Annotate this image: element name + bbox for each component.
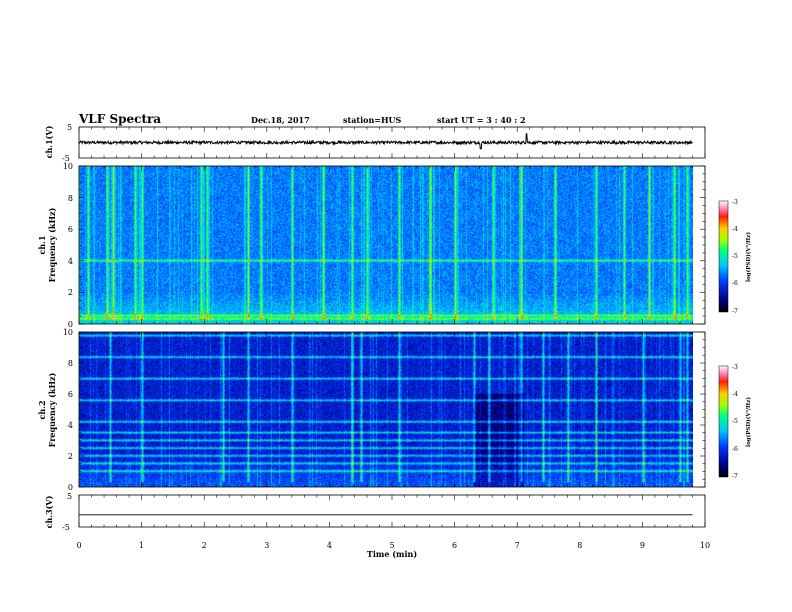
ch1-cbar-tick-m3: -3 — [732, 199, 738, 206]
x-tick-label: 5 — [389, 541, 394, 550]
ch2-spectrogram-ylabel-line1: ch.2 — [37, 400, 47, 419]
x-tick-label: 4 — [327, 541, 332, 550]
ch1-cbar-tick-m5: -5 — [732, 253, 738, 260]
station-label: station=HUS — [343, 115, 402, 125]
ch1-colorbar-ticks: -3 -4 -5 -6 -7 — [732, 199, 738, 315]
ch1-spectrogram-ylabel-line2: Frequency (kHz) — [47, 207, 57, 282]
ch1-colorbar — [718, 200, 729, 313]
ch1-freq-tick-6: 6 — [68, 225, 73, 234]
x-tick-label: 0 — [76, 541, 81, 550]
ch1-spectrogram-image — [79, 166, 693, 324]
ch3-waveform-panel: 5 -5 ch.3(V) — [44, 492, 706, 532]
x-axis-label: Time (min) — [367, 549, 417, 559]
ch2-cbar-tick-m5: -5 — [732, 418, 738, 425]
ch2-cbar-tick-m4: -4 — [732, 391, 738, 398]
x-tick-label: 6 — [452, 541, 457, 550]
ch1-freq-tick-2: 2 — [68, 288, 73, 297]
ch2-spectrogram-panel: 0 2 4 6 8 10 ch.2 Frequency (kHz) -3 -4 … — [37, 328, 752, 492]
x-tick-label: 2 — [202, 541, 207, 550]
ch3-ylabel: ch.3(V) — [44, 495, 54, 528]
ch1-freq-tick-10: 10 — [63, 162, 73, 171]
x-axis-tick-labels: 0 1 2 3 4 5 6 7 8 9 10 — [76, 541, 710, 550]
start-time-label: start UT = 3 : 40 : 2 — [437, 115, 526, 125]
ch2-freq-tick-10: 10 — [63, 328, 73, 337]
ch2-freq-tick-8: 8 — [68, 359, 73, 368]
ch1-spectrogram-yticks: 0 2 4 6 8 10 — [63, 162, 73, 329]
ch1-waveform-panel: 5 -5 ch.1(V) — [44, 123, 706, 163]
date-label: Dec.18, 2017 — [251, 115, 310, 125]
ch2-cbar-tick-m7: -7 — [732, 473, 738, 480]
ch1-waveform-trace — [78, 133, 693, 150]
x-tick-label: 1 — [139, 541, 144, 550]
ch1-colorbar-label: log(PSD)(V²/Hz) — [745, 232, 752, 282]
ch2-colorbar — [718, 365, 729, 478]
ch2-freq-tick-0: 0 — [68, 483, 73, 492]
ch1-freq-tick-4: 4 — [68, 257, 73, 266]
ch1-spectrogram-ylabel-line1: ch.1 — [37, 235, 47, 254]
x-tick-label: 9 — [640, 541, 645, 550]
ch1-freq-tick-0: 0 — [68, 320, 73, 329]
frame-tick-marks — [78, 127, 706, 527]
x-tick-label: 10 — [700, 541, 710, 550]
x-tick-label: 8 — [577, 541, 582, 550]
figure-title: VLF Spectra — [79, 112, 162, 126]
ch2-colorbar-label: log(PSD)(V²/Hz) — [745, 397, 752, 447]
ch3-ytick-top: 5 — [67, 492, 72, 501]
ch2-freq-tick-2: 2 — [68, 452, 73, 461]
ch2-freq-tick-4: 4 — [68, 421, 73, 430]
ch2-spectrogram-ylabel-line2: Frequency (kHz) — [47, 372, 57, 447]
x-tick-label: 7 — [515, 541, 520, 550]
ch1-cbar-tick-m7: -7 — [732, 308, 738, 315]
ch1-ytick-top: 5 — [67, 123, 72, 132]
ch1-spectrogram-panel: 0 2 4 6 8 10 ch.1 Frequency (kHz) -3 -4 … — [37, 162, 752, 329]
ch2-spectrogram-yticks: 0 2 4 6 8 10 — [63, 328, 73, 492]
ch1-cbar-tick-m4: -4 — [732, 226, 738, 233]
ch2-cbar-tick-m3: -3 — [732, 364, 738, 371]
ch1-cbar-tick-m6: -6 — [732, 280, 738, 287]
x-tick-label: 3 — [264, 541, 269, 550]
ch2-freq-tick-6: 6 — [68, 390, 73, 399]
ch1-ytick-bottom: -5 — [62, 154, 70, 163]
ch2-colorbar-ticks: -3 -4 -5 -6 -7 — [732, 364, 738, 480]
ch3-ytick-bottom: -5 — [62, 523, 70, 532]
ch2-cbar-tick-m6: -6 — [732, 446, 738, 453]
ch1-ylabel: ch.1(V) — [44, 125, 54, 158]
ch1-freq-tick-8: 8 — [68, 194, 73, 203]
ch2-spectrogram-image — [79, 332, 693, 487]
